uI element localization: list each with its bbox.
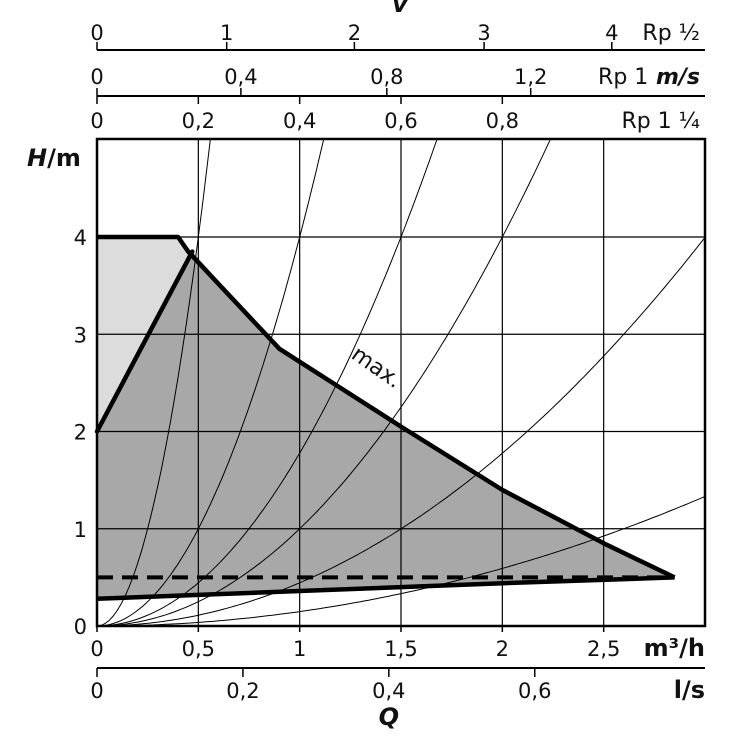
system-curve xyxy=(97,139,325,626)
system-curve xyxy=(97,496,705,626)
y-tick-label: 4 xyxy=(74,226,87,250)
y-axis-title: H/m xyxy=(27,144,81,172)
x-unit-ls: l/s xyxy=(674,676,705,704)
x-tick-label: 1 xyxy=(293,637,306,661)
x-tick-label: 2,5 xyxy=(587,637,620,661)
v-tick-label: 2 xyxy=(348,21,361,45)
system-curve xyxy=(97,139,552,626)
v-tick-label: 1 xyxy=(220,21,233,45)
y-tick-label: 0 xyxy=(74,615,87,639)
v-tick-label: 0,6 xyxy=(384,109,417,133)
v-tick-label: 3 xyxy=(477,21,490,45)
q-axis-title: Q xyxy=(379,703,399,731)
q-tick-label: 0,4 xyxy=(372,679,405,703)
x-tick-label: 0 xyxy=(90,637,103,661)
max-curve xyxy=(97,234,676,580)
x-unit-m3h: m³/h xyxy=(644,634,705,662)
v-tick-label: 0 xyxy=(90,21,103,45)
v-tick-label: 0,4 xyxy=(224,65,257,89)
q-tick-label: 0,2 xyxy=(226,679,259,703)
v-tick-label: 0,8 xyxy=(486,109,519,133)
constant-pressure-line xyxy=(94,249,195,434)
v-tick-label: 0 xyxy=(90,65,103,89)
v-tick-label: 0,8 xyxy=(370,65,403,89)
operating-range xyxy=(97,251,675,599)
min-curve xyxy=(96,575,675,602)
system-curve xyxy=(97,139,438,626)
pipe-size-label: Rp 1 m/s xyxy=(598,65,700,90)
v-axis-title: v xyxy=(392,0,409,18)
v-tick-label: 0,2 xyxy=(182,109,215,133)
y-tick-label: 2 xyxy=(74,421,87,445)
pipe-size-label: Rp 1 ¼ xyxy=(621,109,700,134)
system-curve xyxy=(97,237,705,626)
v-tick-label: 0 xyxy=(90,109,103,133)
system-curve xyxy=(97,139,211,626)
x-tick-label: 1,5 xyxy=(384,637,417,661)
v-tick-label: 0,4 xyxy=(283,109,316,133)
q-tick-label: 0 xyxy=(90,679,103,703)
q-tick-label: 0,6 xyxy=(518,679,551,703)
x-tick-label: 2 xyxy=(496,637,509,661)
y-tick-label: 1 xyxy=(74,518,87,542)
x-tick-label: 0,5 xyxy=(182,637,215,661)
v-tick-label: 4 xyxy=(605,21,618,45)
max-curve-label: max. xyxy=(347,342,406,394)
pipe-size-label: Rp ½ xyxy=(642,21,700,46)
v-tick-label: 1,2 xyxy=(514,65,547,89)
y-tick-label: 3 xyxy=(74,323,87,347)
